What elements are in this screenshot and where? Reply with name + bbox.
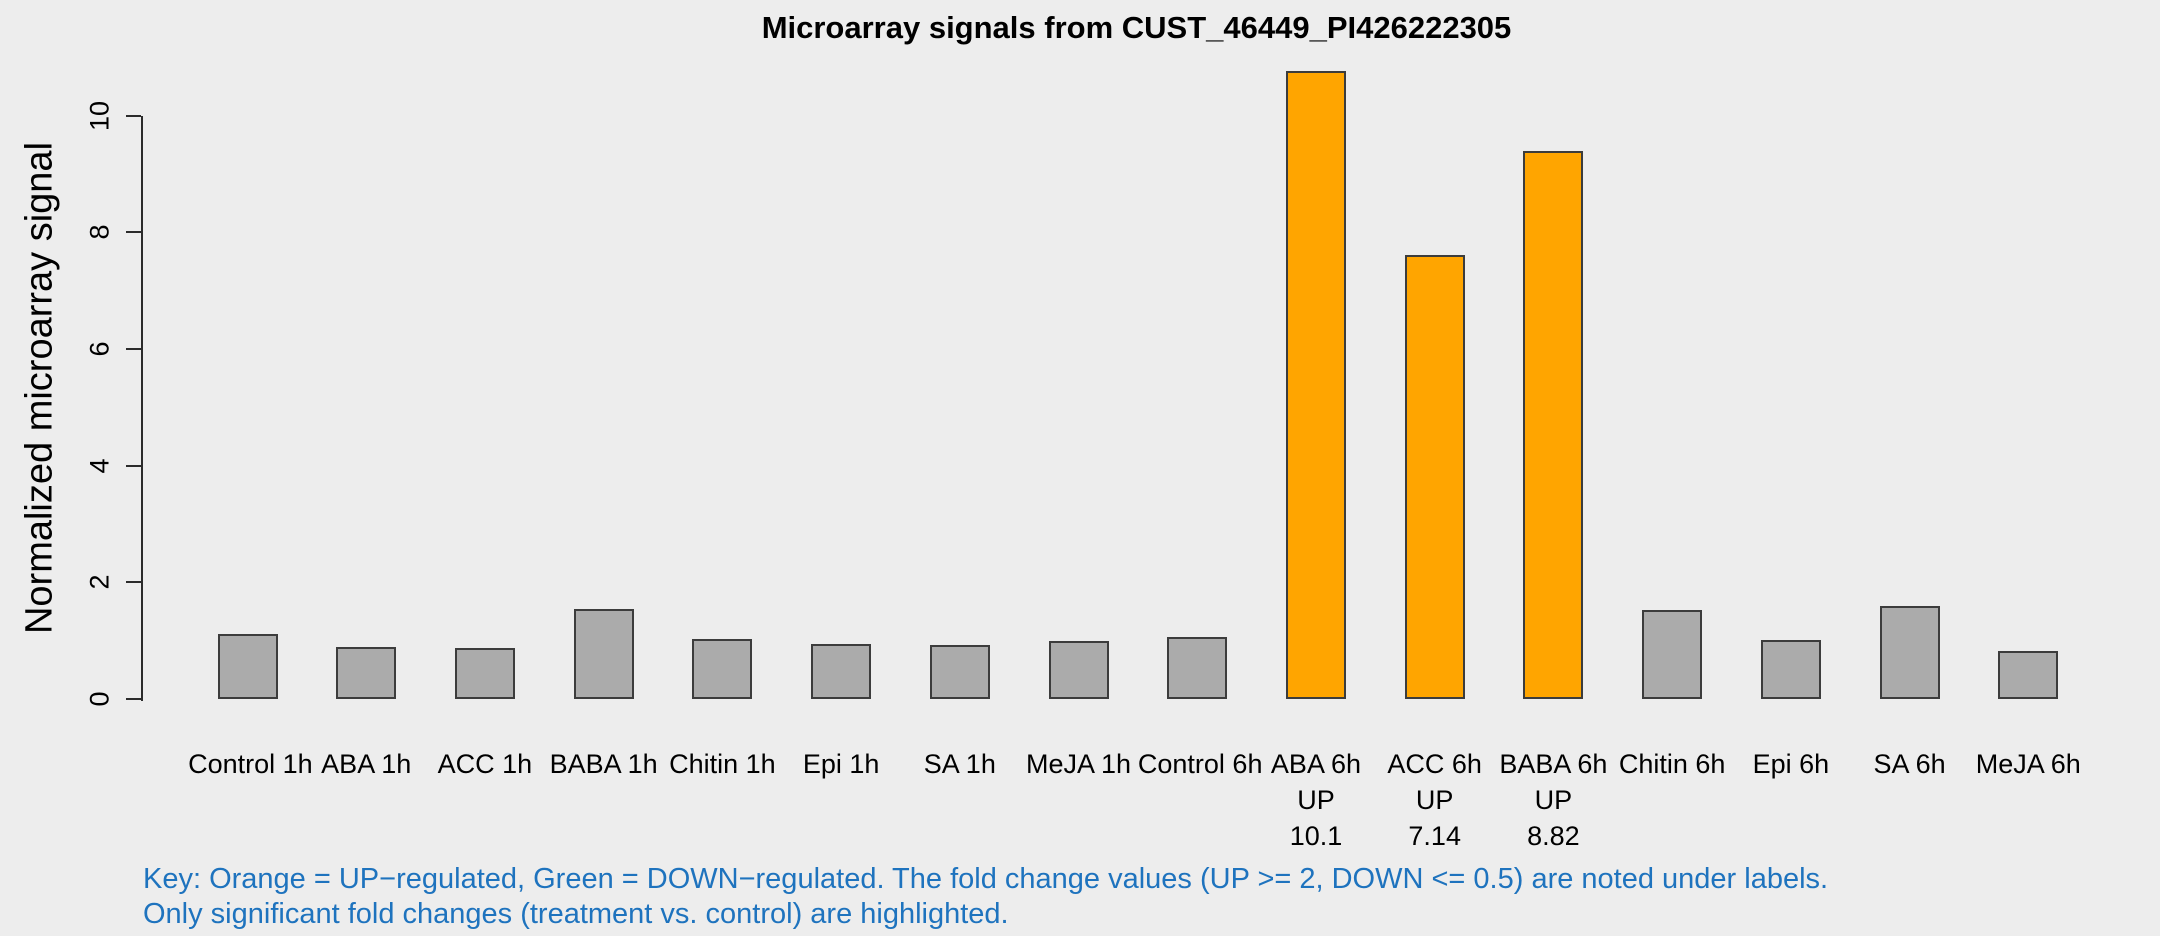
bar-baba-1h [573, 608, 634, 699]
regulation-label: UP [1534, 785, 1573, 815]
y-axis-tick-label: 10 [84, 100, 115, 131]
bar-epi-6h [1760, 640, 1821, 699]
legend-key-line-2: Only significant fold changes (treatment… [143, 898, 1009, 930]
bar-chitin-1h [692, 638, 753, 699]
x-label-meja-6h: MeJA 6h [1969, 746, 2088, 782]
bar-chitin-6h [1642, 609, 1703, 699]
y-axis-tick-label: 2 [84, 574, 115, 590]
fold-change-value: 7.14 [1408, 821, 1461, 851]
y-axis-tick-label: 4 [84, 458, 115, 474]
x-label-baba-6h: BABA 6h UP 8.82 [1494, 746, 1613, 854]
regulation-label: UP [1415, 785, 1454, 815]
x-label-chitin-6h: Chitin 6h [1613, 746, 1732, 782]
category-label: Epi 1h [802, 749, 880, 779]
x-label-control-6h: Control 6h [1137, 746, 1263, 782]
y-axis-tick-label: 0 [84, 691, 115, 707]
category-label: ACC 6h [1387, 749, 1482, 779]
x-label-control-1h: Control 1h [188, 746, 313, 782]
y-axis-title: Normalized microarray signal [18, 141, 61, 635]
bar-epi-1h [811, 644, 872, 699]
x-label-acc-1h: ACC 1h [426, 746, 545, 782]
category-label: Chitin 6h [1618, 749, 1726, 779]
y-axis-tick-label: 6 [84, 341, 115, 357]
x-label-baba-1h: BABA 1h [544, 746, 663, 782]
category-label: SA 6h [1873, 749, 1946, 779]
x-label-aba-1h: ABA 1h [307, 746, 426, 782]
category-label: MeJA 1h [1026, 749, 1132, 779]
category-label: ABA 6h [1270, 749, 1361, 779]
bar-sa-1h [929, 644, 990, 699]
bar-sa-6h [1879, 606, 1940, 699]
category-label: ABA 1h [321, 749, 412, 779]
y-axis-tick [126, 464, 141, 467]
bar-aba-6h [1285, 70, 1346, 699]
chart-title: Microarray signals from CUST_46449_PI426… [761, 10, 1512, 45]
y-axis-line [141, 115, 143, 701]
y-axis-tick [126, 581, 141, 584]
fold-change-value: 8.82 [1527, 821, 1580, 851]
bar-meja-6h [1998, 650, 2059, 699]
x-label-aba-6h: ABA 6h UP 10.1 [1257, 746, 1376, 854]
y-axis-tick [126, 698, 141, 700]
category-label: BABA 6h [1499, 749, 1608, 779]
y-axis-tick [126, 348, 141, 350]
bar-aba-1h [336, 647, 397, 699]
category-label: SA 1h [923, 749, 996, 779]
fold-change-value: 10.1 [1289, 821, 1343, 851]
bar-acc-1h [454, 648, 515, 699]
x-label-epi-1h: Epi 1h [782, 746, 901, 782]
bar-meja-1h [1048, 641, 1109, 699]
bar-control-6h [1167, 636, 1228, 699]
bar-baba-6h [1523, 150, 1584, 699]
x-label-sa-1h: SA 1h [900, 746, 1019, 782]
x-label-acc-6h: ACC 6h UP 7.14 [1375, 746, 1494, 854]
y-axis-tick-label: 8 [84, 224, 115, 240]
x-label-chitin-1h: Chitin 1h [663, 746, 782, 782]
y-axis-tick [126, 114, 141, 117]
category-label: Control 6h [1137, 749, 1263, 779]
x-label-sa-6h: SA 6h [1850, 746, 1969, 782]
regulation-label: UP [1297, 785, 1335, 815]
category-label: MeJA 6h [1975, 749, 2081, 779]
x-label-meja-1h: MeJA 1h [1019, 746, 1138, 782]
y-axis-tick [126, 231, 141, 234]
category-label: Chitin 1h [669, 749, 776, 779]
category-label: ACC 1h [437, 749, 533, 779]
bar-acc-6h [1404, 255, 1465, 699]
category-label: Epi 6h [1752, 749, 1830, 779]
legend-key-line-1: Key: Orange = UP−regulated, Green = DOWN… [143, 863, 1829, 895]
bar-control-1h [217, 634, 278, 699]
x-label-epi-6h: Epi 6h [1732, 746, 1851, 782]
legend-key: Key: Orange = UP−regulated, Green = DOWN… [143, 862, 1828, 932]
category-label: BABA 1h [549, 749, 658, 779]
category-label: Control 1h [188, 749, 313, 779]
